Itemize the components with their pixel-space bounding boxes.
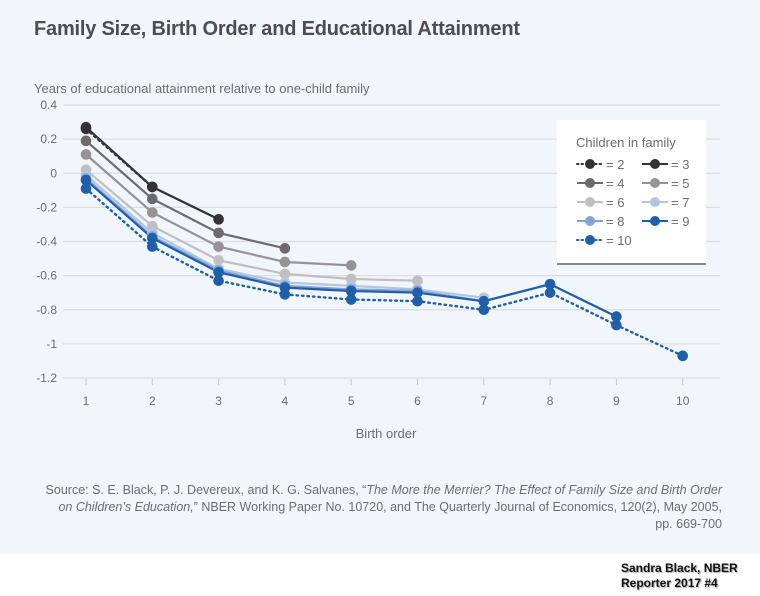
- x-tick-label: 9: [613, 394, 620, 408]
- data-point-family-4: [147, 193, 158, 205]
- data-point-family-5: [80, 149, 92, 160]
- data-point-family-4: [80, 135, 92, 147]
- series-line-family-10: [84, 187, 684, 357]
- x-tick-label: 2: [149, 394, 156, 408]
- data-point-family-3: [80, 121, 92, 133]
- data-point-family-5: [345, 260, 357, 271]
- legend-swatch-icon: [642, 216, 668, 226]
- y-axis-label: Years of educational attainment relative…: [34, 81, 370, 96]
- data-point-family-10: [80, 183, 92, 194]
- credit-label: Sandra Black, NBER Reporter 2017 #4: [621, 561, 738, 591]
- legend-label: = 5: [671, 175, 690, 191]
- legend-item-family-8: = 8: [576, 213, 624, 229]
- data-point-family-9: [544, 278, 556, 290]
- data-point-family-10: [213, 275, 224, 287]
- data-point-family-9: [478, 295, 490, 307]
- legend: Children in family = 2 = 3 = 4 = 5 = 6 = 7 = 8…: [557, 120, 706, 265]
- credit-line-1: Sandra Black, NBER: [621, 561, 738, 575]
- legend-swatch-icon: [577, 178, 603, 188]
- legend-label: = 10: [606, 232, 632, 248]
- data-point-family-10: [611, 319, 622, 331]
- x-tick-label: 4: [282, 394, 289, 408]
- legend-label: = 9: [671, 213, 690, 229]
- data-point-family-6: [412, 275, 423, 287]
- data-point-family-10: [147, 241, 158, 252]
- data-point-family-9: [213, 266, 224, 278]
- source-citation: Source: S. E. Black, P. J. Devereux, and…: [42, 482, 722, 533]
- legend-swatch-icon: [642, 197, 668, 207]
- data-point-family-10: [412, 295, 423, 307]
- data-point-family-3: [213, 214, 224, 225]
- data-point-family-10: [279, 289, 291, 300]
- x-tick-label: 3: [215, 394, 222, 408]
- legend-item-family-9: = 9: [641, 213, 689, 229]
- data-point-family-9: [611, 311, 622, 322]
- legend-swatch-icon: [576, 235, 604, 245]
- data-point-family-4: [279, 243, 291, 254]
- data-point-family-10: [345, 294, 357, 305]
- data-point-family-6: [213, 254, 224, 266]
- x-tick-label: 10: [676, 394, 690, 408]
- y-tick-label: -0.4: [36, 235, 57, 249]
- legend-item-family-7: = 7: [641, 194, 689, 210]
- data-point-family-9: [412, 287, 423, 298]
- y-tick-label: -1: [46, 337, 57, 351]
- legend-label: = 3: [671, 156, 690, 172]
- chart-panel: [0, 0, 760, 554]
- legend-item-family-2: = 2: [576, 156, 624, 172]
- legend-label: = 8: [606, 213, 625, 229]
- legend-title: Children in family: [576, 135, 676, 150]
- legend-label: = 4: [606, 175, 625, 191]
- series-line-family-4: [85, 139, 286, 250]
- data-point-family-10: [478, 304, 490, 316]
- y-tick-label: 0: [50, 166, 57, 180]
- credit-line-2: Reporter 2017 #4: [621, 576, 718, 590]
- data-point-family-6: [279, 268, 291, 280]
- legend-item-family-4: = 4: [576, 175, 624, 191]
- data-point-family-9: [80, 174, 92, 186]
- y-tick-label: 0.2: [40, 132, 57, 146]
- data-point-family-5: [213, 241, 224, 252]
- legend-item-family-5: = 5: [641, 175, 689, 191]
- data-point-family-4: [213, 227, 224, 239]
- y-tick-label: -0.6: [36, 269, 57, 283]
- data-point-family-9: [147, 232, 158, 244]
- legend-swatch-icon: [642, 178, 668, 188]
- y-tick-label: -1.2: [36, 371, 57, 385]
- legend-swatch-icon: [577, 216, 603, 226]
- data-point-family-5: [147, 207, 158, 218]
- series-line-family-6: [85, 168, 418, 282]
- legend-label: = 2: [606, 156, 625, 172]
- chart-title: Family Size, Birth Order and Educational…: [34, 18, 520, 40]
- data-point-family-5: [279, 256, 291, 268]
- legend-swatch-icon: [642, 159, 668, 169]
- legend-item-family-10: = 10: [576, 232, 632, 248]
- legend-item-family-3: = 3: [641, 156, 689, 172]
- data-point-family-9: [345, 285, 357, 297]
- source-prefix: Source: S. E. Black, P. J. Devereux, and…: [45, 483, 367, 497]
- data-point-family-10: [544, 287, 556, 298]
- data-point-family-3: [147, 181, 158, 193]
- source-suffix: ” NBER Working Paper No. 10720, and The …: [193, 500, 722, 531]
- legend-item-family-6: = 6: [576, 194, 624, 210]
- x-tick-label: 5: [348, 394, 355, 408]
- source-paper-title: The More the Merrier? The Effect of Fami…: [58, 483, 722, 514]
- data-point-family-10: [677, 350, 688, 362]
- x-tick-label: 1: [83, 394, 90, 408]
- x-tick-label: 6: [414, 394, 421, 408]
- x-tick-label: 7: [480, 394, 487, 408]
- legend-label: = 6: [606, 194, 625, 210]
- legend-swatch-icon: [576, 159, 604, 169]
- legend-label: = 7: [671, 194, 690, 210]
- x-tick-label: 8: [547, 394, 554, 408]
- y-tick-label: 0.4: [40, 98, 57, 112]
- legend-swatch-icon: [577, 197, 603, 207]
- y-tick-label: -0.2: [36, 200, 57, 214]
- y-tick-label: -0.8: [36, 303, 57, 317]
- x-axis-label: Birth order: [356, 426, 417, 441]
